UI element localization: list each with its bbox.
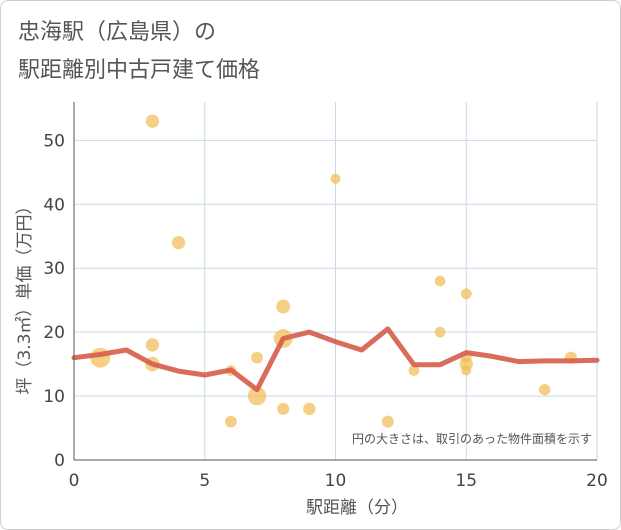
data-bubble	[434, 326, 446, 338]
x-tick-label: 0	[69, 471, 80, 491]
axis-layer: 0 5 10 15 20 0 10 20 30 40 50	[43, 102, 608, 491]
data-bubble	[171, 235, 186, 250]
data-bubble	[276, 299, 291, 314]
line-layer	[71, 326, 600, 393]
grid-layer	[73, 102, 598, 461]
chart-title-line2: 駅距離別中古戸建て価格	[18, 58, 261, 83]
x-axis-label: 駅距離（分）	[306, 498, 408, 518]
y-tick-label: 40	[43, 195, 65, 215]
data-bubble	[461, 365, 472, 376]
x-tick-label: 20	[586, 471, 608, 491]
y-axis-label: 坪（3.3㎡）単価（万円）	[15, 197, 35, 394]
data-bubble	[145, 338, 160, 352]
data-bubble	[460, 288, 472, 300]
x-tick-label: 10	[325, 471, 347, 491]
y-tick-label: 0	[54, 451, 65, 471]
y-tick-label: 20	[43, 323, 65, 343]
data-bubble	[408, 365, 420, 376]
data-bubble	[538, 383, 551, 396]
y-tick-label: 10	[43, 387, 65, 407]
data-bubble	[303, 402, 316, 416]
x-tick-label: 5	[199, 471, 210, 491]
data-bubble	[277, 402, 290, 415]
data-bubble	[247, 386, 267, 406]
data-bubble	[145, 114, 160, 128]
y-tick-label: 30	[43, 259, 65, 279]
data-bubble	[225, 415, 237, 428]
data-bubble	[434, 275, 446, 287]
y-tick-label: 50	[43, 131, 65, 151]
chart-title-line1: 忠海駅（広島県）の	[18, 20, 217, 45]
x-tick-label: 15	[455, 471, 477, 491]
average-price-line	[71, 326, 600, 393]
size-note: 円の大きさは、取引のあった物件面積を示す	[352, 431, 592, 446]
bubble-layer	[90, 114, 577, 428]
data-bubble	[381, 415, 394, 428]
data-bubble	[251, 351, 263, 364]
data-bubble	[330, 173, 341, 184]
